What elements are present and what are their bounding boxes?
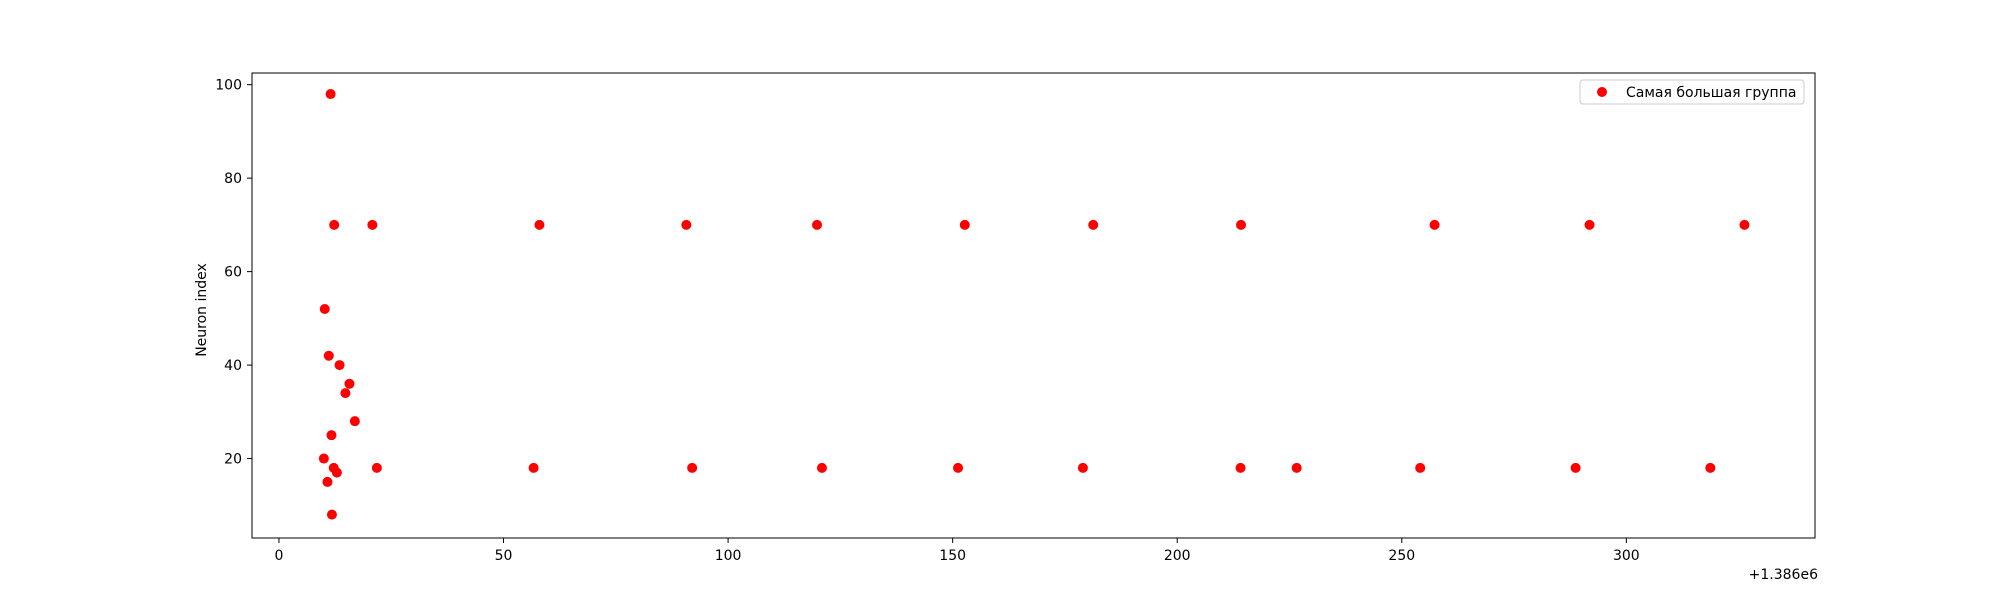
data-point <box>1570 462 1581 473</box>
y-tick-label: 20 <box>224 452 242 468</box>
data-point <box>1235 462 1246 473</box>
data-point <box>1077 462 1088 473</box>
x-tick-label: 150 <box>939 548 966 564</box>
data-point <box>367 219 378 230</box>
data-point <box>528 462 539 473</box>
data-point <box>1236 219 1247 230</box>
data-point <box>1429 219 1440 230</box>
data-point <box>329 219 340 230</box>
x-offset-label: +1.386e6 <box>1749 567 1818 583</box>
data-point <box>322 476 333 487</box>
data-point <box>1584 219 1595 230</box>
legend: Самая большая группа <box>1579 79 1805 105</box>
legend-marker <box>1597 87 1607 97</box>
x-tick-label: 200 <box>1164 548 1191 564</box>
y-tick-label: 60 <box>224 265 242 281</box>
y-tick-label: 80 <box>224 171 242 187</box>
data-point <box>326 430 337 441</box>
data-point <box>959 219 970 230</box>
data-point <box>334 360 345 371</box>
plot-frame <box>251 72 1816 539</box>
data-point <box>326 509 337 520</box>
data-point <box>323 350 334 361</box>
y-tick-label: 40 <box>224 358 242 374</box>
data-point <box>1739 219 1750 230</box>
data-point <box>371 462 382 473</box>
legend-label: Самая большая группа <box>1626 85 1796 101</box>
data-point <box>812 219 823 230</box>
points-group <box>318 89 1750 520</box>
x-tick-label: 250 <box>1388 548 1415 564</box>
data-point <box>1705 462 1716 473</box>
data-point <box>340 388 351 399</box>
data-point <box>318 453 329 464</box>
data-point <box>687 462 698 473</box>
data-point <box>1088 219 1099 230</box>
x-tick-label: 100 <box>715 548 742 564</box>
x-tick-label: 300 <box>1613 548 1640 564</box>
data-point <box>953 462 964 473</box>
data-point <box>319 304 330 315</box>
data-point <box>325 89 336 100</box>
data-point <box>331 467 342 478</box>
axes-group: 0 50 100 150 200 250 300 20 40 60 80 100 <box>215 72 1816 564</box>
x-tick-label: 50 <box>495 548 513 564</box>
data-point <box>681 219 692 230</box>
y-axis-label: Neuron index <box>194 263 210 357</box>
data-point <box>349 416 360 427</box>
data-point <box>534 219 545 230</box>
data-point <box>816 462 827 473</box>
y-tick-label: 100 <box>215 78 242 94</box>
data-point <box>1291 462 1302 473</box>
x-tick-label: 0 <box>274 548 283 564</box>
legend-frame <box>1579 79 1805 105</box>
data-point <box>344 378 355 389</box>
data-point <box>1415 462 1426 473</box>
